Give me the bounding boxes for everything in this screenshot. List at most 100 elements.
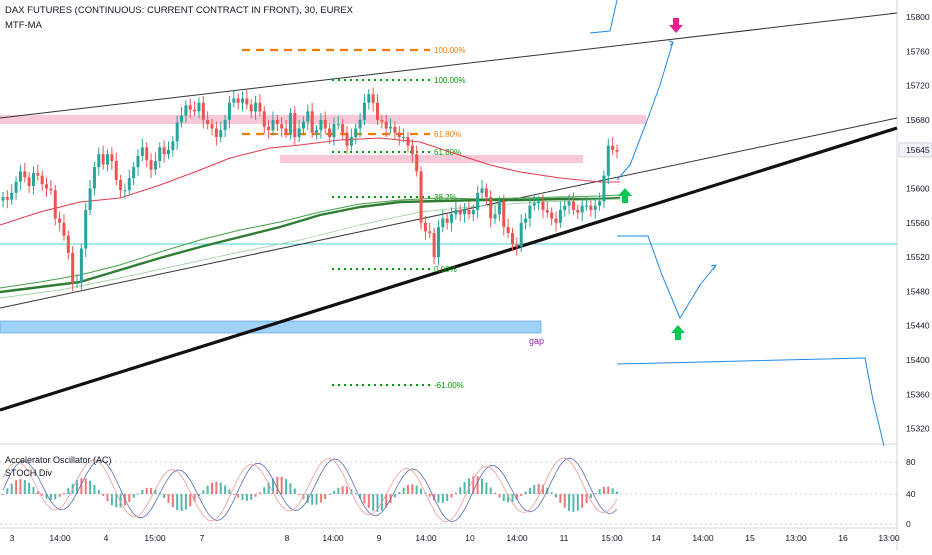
candle-body <box>236 98 240 103</box>
candle-body <box>393 126 397 133</box>
ac-bar <box>206 485 209 494</box>
candle-body <box>480 188 484 193</box>
candle-body <box>362 102 366 120</box>
ac-bar <box>594 493 597 495</box>
price-tick-label: 15600 <box>906 184 930 194</box>
ac-bar <box>219 482 222 494</box>
candle-body <box>132 167 136 179</box>
candle-body <box>611 145 615 150</box>
candle-body <box>241 98 245 103</box>
ac-bar <box>611 488 614 494</box>
ac-bar <box>84 478 87 494</box>
candle-body <box>515 244 519 247</box>
candle-body <box>92 167 96 189</box>
candle-body <box>267 126 271 131</box>
time-tick-label: 8 <box>285 533 290 543</box>
ac-bar <box>45 494 48 499</box>
candle-body <box>345 132 349 146</box>
ac-bar <box>110 494 113 506</box>
stoch-k-line <box>2 457 618 522</box>
candle-body <box>114 161 118 180</box>
price-tick-label: 15440 <box>906 321 930 331</box>
candle-body <box>532 203 536 206</box>
buy-arrow-icon <box>618 188 632 203</box>
ac-bar <box>271 478 274 494</box>
ac-bar <box>472 476 475 494</box>
ac-bar <box>102 494 105 496</box>
resistance-zone <box>0 115 646 124</box>
candle-body <box>262 111 266 127</box>
ac-bar <box>598 489 601 494</box>
candle-body <box>484 188 488 198</box>
ac-bar <box>150 487 153 494</box>
candle-body <box>31 173 35 186</box>
ac-bar <box>528 487 531 494</box>
ac-bar <box>446 494 449 502</box>
candle-body <box>193 109 197 112</box>
candle-body <box>598 201 602 206</box>
candle-body <box>127 178 131 191</box>
candle-body <box>27 177 31 186</box>
ac-bar <box>332 490 335 494</box>
candle-body <box>1 197 5 201</box>
candle-body <box>18 171 22 182</box>
gap-label: gap <box>529 336 544 346</box>
candle-body <box>545 209 549 213</box>
candle-body <box>110 154 114 162</box>
ac-bar <box>385 494 388 508</box>
candle-body <box>79 248 83 283</box>
ac-bar <box>481 478 484 494</box>
projection-arrowhead <box>668 40 674 47</box>
candle-body <box>306 111 310 122</box>
fib-level-label: 38.2% <box>434 193 457 202</box>
candle-body <box>275 119 279 125</box>
current-price-label: 15645 <box>906 145 930 155</box>
candle-body <box>84 209 88 249</box>
ac-bar <box>359 494 362 499</box>
price-tick-label: 15680 <box>906 115 930 125</box>
ac-bar <box>237 494 240 498</box>
ac-bar <box>106 494 109 502</box>
ac-bar <box>245 494 248 501</box>
candle-body <box>550 212 554 219</box>
candle-body <box>497 201 501 215</box>
candle-body <box>10 192 14 200</box>
ac-bar <box>559 494 562 503</box>
ma-thick-green-line <box>0 196 621 294</box>
ac-bar <box>76 480 79 494</box>
candle-body <box>563 205 567 210</box>
ac-bar <box>97 490 100 494</box>
candle-body <box>410 145 414 155</box>
ac-bar <box>32 486 35 494</box>
ac-bar <box>224 485 227 494</box>
candle-body <box>184 105 188 116</box>
candle-body <box>162 147 166 155</box>
candle-body <box>284 128 288 133</box>
ac-bar <box>36 491 39 494</box>
price-tick-label: 15560 <box>906 218 930 228</box>
ac-bar <box>62 492 65 494</box>
candle-body <box>66 235 70 253</box>
ac-histogram <box>2 476 618 512</box>
candle-body <box>341 124 345 133</box>
ac-bar <box>228 489 231 494</box>
ac-bar <box>354 493 357 495</box>
candle-body <box>58 218 62 223</box>
candle-body <box>450 214 454 223</box>
time-tick-label: 14 <box>651 533 661 543</box>
ac-bar <box>476 476 479 494</box>
candle-body <box>463 209 467 215</box>
candle-body <box>419 171 423 223</box>
ac-bar <box>154 489 157 494</box>
current-price-box <box>898 142 932 158</box>
candle-body <box>354 128 358 138</box>
candle-body <box>297 128 301 138</box>
candle-body <box>36 173 40 176</box>
candle-body <box>406 137 410 146</box>
ac-bar <box>54 494 57 500</box>
time-tick-label: 13:00 <box>785 533 807 543</box>
candle-body <box>606 145 610 176</box>
candle-body <box>397 132 401 138</box>
candle-body <box>214 128 218 138</box>
